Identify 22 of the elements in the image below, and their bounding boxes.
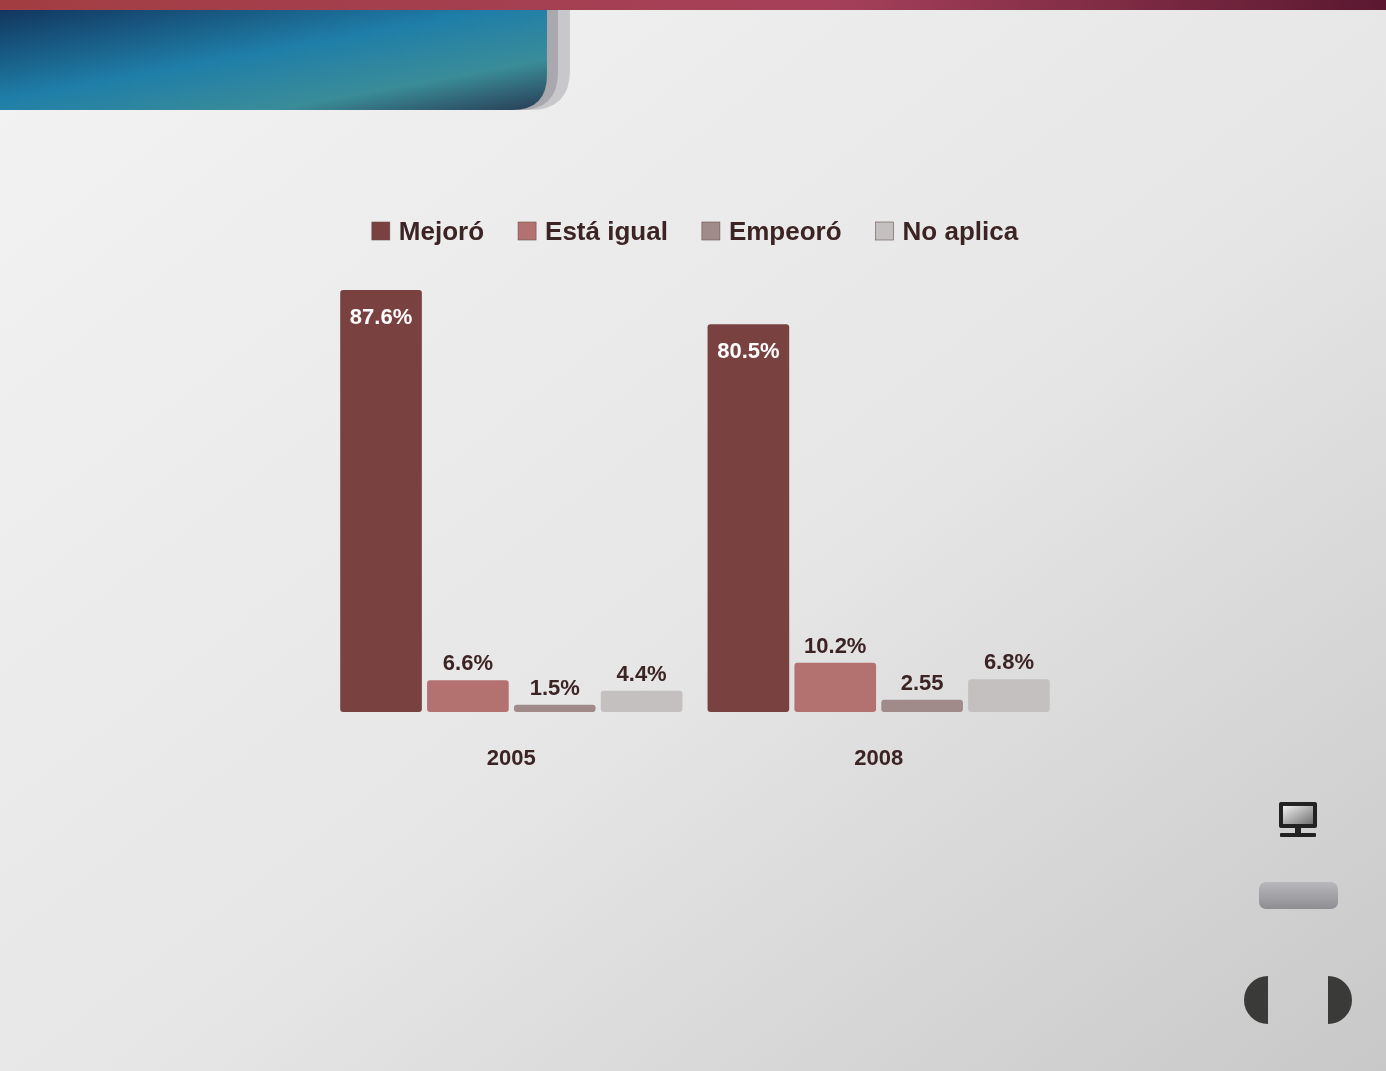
x-tick-label: 2005 (486, 744, 536, 770)
data-label: 2.55 (900, 669, 944, 695)
bar (600, 690, 683, 712)
data-label: 4.4% (616, 660, 667, 686)
legend-label: Mejoró (398, 216, 485, 247)
data-label: 6.8% (983, 649, 1035, 675)
data-label: 87.6% (349, 304, 413, 329)
legend-label: No aplica (902, 216, 1019, 247)
x-tick-label: 2008 (854, 744, 904, 770)
legend-label: Está igual (545, 216, 668, 247)
bar (968, 679, 1050, 712)
bar (427, 680, 509, 712)
bar (707, 324, 790, 712)
data-label: 10.2% (804, 632, 867, 658)
bar (340, 290, 422, 712)
data-label: 80.5% (717, 338, 780, 364)
bar (881, 699, 963, 712)
data-label: 1.5% (529, 674, 580, 700)
bar (794, 662, 877, 712)
legend-label: Empeoró (728, 216, 842, 247)
bar (513, 704, 596, 712)
data-label: 6.6% (442, 650, 493, 676)
